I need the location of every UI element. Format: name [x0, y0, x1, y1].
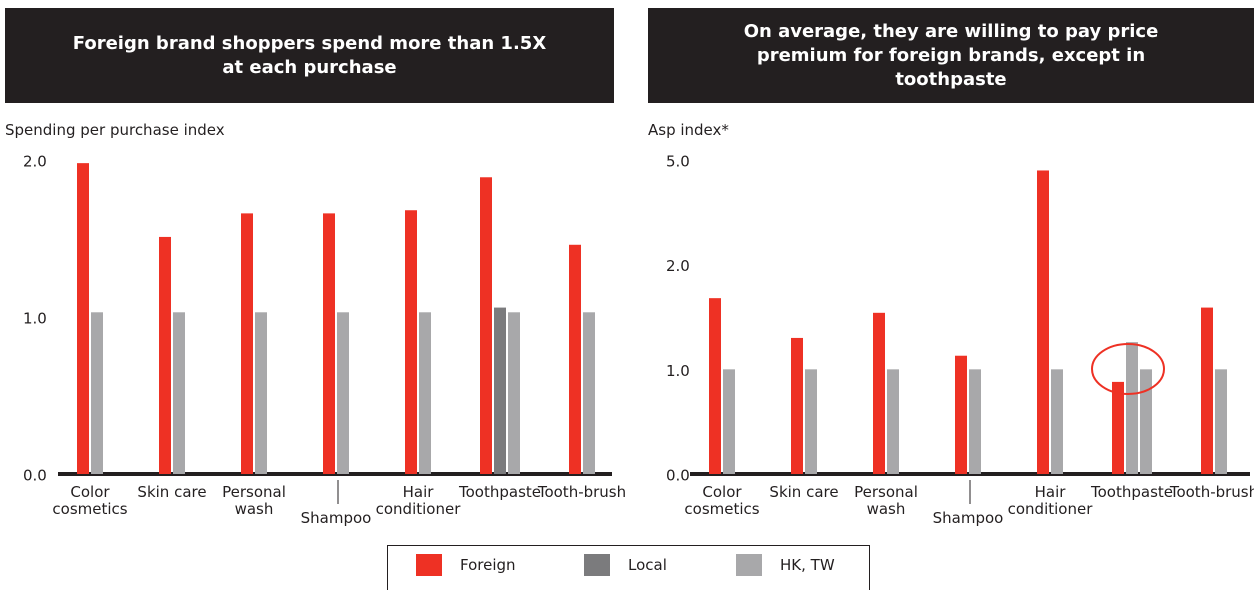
- y-tick-label: 2.0: [23, 153, 47, 171]
- bar: [508, 312, 520, 474]
- bar: [1126, 342, 1138, 474]
- panel-title: Foreign brand shoppers spend more than 1…: [5, 8, 614, 103]
- legend: Foreign Local HK, TW: [387, 545, 870, 590]
- bar: [1201, 307, 1213, 474]
- bar: [805, 369, 817, 474]
- highlight-circle: [1091, 343, 1165, 395]
- bar: [77, 163, 89, 474]
- legend-label: HK, TW: [780, 556, 835, 574]
- y-tick-label: 2.0: [666, 257, 690, 275]
- bar: [887, 369, 899, 474]
- bar: [723, 369, 735, 474]
- x-tick-label: Hair conditioner: [1007, 483, 1093, 518]
- bar: [969, 369, 981, 474]
- bar: [159, 236, 171, 474]
- x-tick-label: Tooth-brush: [537, 483, 627, 501]
- x-tick-label: Tooth-brush: [1169, 483, 1254, 501]
- y-tick-label: 0.0: [23, 467, 47, 485]
- legend-swatch: [736, 554, 762, 576]
- bar: [173, 312, 185, 474]
- x-tick-label: Shampoo: [932, 509, 1004, 527]
- bar: [480, 177, 492, 474]
- bar: [337, 312, 349, 474]
- x-tick-label: Skin care: [769, 483, 839, 501]
- x-tick-label: Personal wash: [854, 483, 918, 518]
- bar: [873, 312, 885, 474]
- bar: [405, 210, 417, 475]
- x-tick-label: Color cosmetics: [684, 483, 760, 518]
- legend-label: Foreign: [460, 556, 516, 574]
- bar: [1215, 369, 1227, 474]
- x-tick-label: Personal wash: [222, 483, 286, 518]
- y-axis-label: Spending per purchase index: [5, 121, 225, 139]
- bar: [255, 312, 267, 474]
- bar: [569, 244, 581, 474]
- legend-label: Local: [628, 556, 667, 574]
- legend-item: Local: [584, 554, 667, 576]
- legend-item: Foreign: [416, 554, 516, 576]
- bar: [241, 213, 253, 474]
- bar: [494, 307, 506, 474]
- bar: [709, 298, 721, 474]
- legend-item: HK, TW: [736, 554, 835, 576]
- x-tick-label: Hair conditioner: [375, 483, 461, 518]
- x-tick-label: Color cosmetics: [52, 483, 128, 518]
- bar: [955, 355, 967, 474]
- y-axis-label: Asp index*: [648, 121, 729, 139]
- y-tick-label: 1.0: [23, 310, 47, 328]
- x-tick-label: Toothpaste: [459, 483, 541, 501]
- panel-title: On average, they are willing to pay pric…: [648, 8, 1254, 103]
- bar: [1051, 369, 1063, 474]
- bar: [1037, 170, 1049, 474]
- legend-swatch: [584, 554, 610, 576]
- bar: [91, 312, 103, 474]
- bar: [791, 337, 803, 474]
- bar: [583, 312, 595, 474]
- bar: [1140, 369, 1152, 474]
- x-tick-label: Skin care: [137, 483, 207, 501]
- bar: [1112, 381, 1124, 474]
- y-tick-label: 1.0: [666, 362, 690, 380]
- legend-swatch: [416, 554, 442, 576]
- x-tick-label: Shampoo: [300, 509, 372, 527]
- x-tick-label: Toothpaste: [1091, 483, 1173, 501]
- bar: [419, 312, 431, 474]
- y-tick-label: 0.0: [666, 467, 690, 485]
- y-tick-label: 5.0: [666, 153, 690, 171]
- bar: [323, 213, 335, 474]
